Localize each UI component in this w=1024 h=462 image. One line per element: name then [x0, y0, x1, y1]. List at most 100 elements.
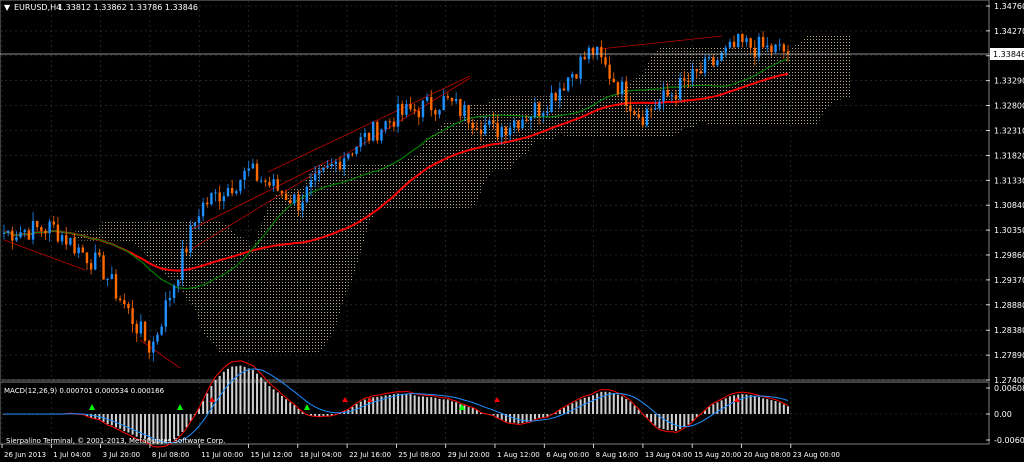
candle-body [533, 103, 537, 117]
candle-body [35, 220, 39, 228]
macd-histogram-bar [202, 400, 205, 414]
macd-histogram-bar [235, 366, 238, 414]
candle-body [81, 247, 85, 253]
candle-body [239, 179, 242, 192]
chart-menu-icon[interactable]: ▼ [4, 3, 11, 12]
time-label: 15 Aug 20:00 [694, 451, 741, 459]
candle-body [732, 41, 736, 48]
time-label: 20 Aug 08:00 [744, 451, 791, 459]
candle-body [214, 192, 217, 194]
candle-body [770, 45, 773, 53]
candle-body [459, 99, 462, 117]
price-level-label: 1.28380 [994, 326, 1024, 335]
macd-histogram-bar [492, 414, 495, 416]
candle-body [247, 168, 250, 171]
candle-body [77, 247, 80, 254]
candle-body [164, 300, 167, 327]
candle-body [181, 248, 184, 281]
candle-body [633, 111, 636, 115]
macd-histogram-bar [571, 403, 574, 414]
macd-histogram-bar [206, 393, 209, 414]
candle-body [127, 304, 130, 309]
candle-body [446, 96, 450, 98]
time-axis: 26 Jun 2013 1 Jul 04:00 3 Jul 20:00 8 Jul 0… [1, 444, 840, 459]
macd-histogram-bar [766, 399, 769, 414]
candle-body [654, 108, 657, 110]
candle-body [6, 230, 10, 233]
macd-histogram-bar [90, 414, 93, 418]
candle-body [40, 227, 43, 231]
macd-histogram-bar [704, 410, 707, 414]
candle-body [272, 179, 275, 186]
current-price-label: 1.33846 [993, 50, 1024, 59]
time-label: 8 Jul 08:00 [152, 451, 190, 459]
candle-body [637, 114, 640, 118]
time-label: 1 Jul 04:00 [53, 451, 91, 459]
chart-header: ▼ EURUSD,H4 1.33812 1.33862 1.33786 1.33… [4, 3, 198, 12]
candle-body [135, 323, 138, 334]
candle-body [683, 78, 686, 81]
macd-histogram-bar [633, 405, 636, 414]
macd-histogram-bar [604, 391, 607, 414]
candle-body [757, 36, 761, 57]
candle-body [309, 180, 313, 187]
macd-histogram-bar [285, 399, 288, 414]
candle-body [583, 56, 586, 60]
candle-body [23, 230, 26, 233]
candle-body [73, 238, 76, 254]
candle-body [172, 285, 176, 298]
time-label: 3 Jul 20:00 [103, 451, 141, 459]
macd-histogram-bar [256, 373, 259, 414]
macd-histogram-bar [679, 414, 682, 430]
macd-histogram-bar [753, 396, 756, 414]
macd-histogram-bar [720, 400, 723, 414]
macd-histogram-bar [529, 414, 532, 422]
macd-histogram-bar [455, 402, 458, 414]
macd-histogram-bar [757, 397, 760, 414]
candle-body [687, 80, 690, 82]
price-level-label: 1.29370 [994, 276, 1024, 285]
candle-body [670, 95, 674, 97]
candle-body [401, 103, 404, 115]
candle-body [720, 52, 723, 61]
macd-histogram-bar [554, 412, 557, 414]
macd-histogram-bar [189, 414, 192, 421]
macd-histogram-bar [683, 414, 686, 427]
macd-histogram-bar [247, 368, 250, 414]
macd-histogram-bar [691, 414, 694, 422]
time-label: 25 Jul 08:00 [398, 451, 440, 459]
candle-body [289, 200, 292, 204]
macd-histogram-bar [728, 396, 731, 414]
candle-body [471, 122, 474, 129]
candle-body [396, 103, 400, 127]
macd-histogram-bar [243, 366, 246, 414]
macd-histogram-bar [260, 377, 263, 414]
candle-body [52, 221, 55, 225]
candle-body [338, 161, 342, 170]
candle-body [724, 47, 727, 53]
price-level-label: 1.33290 [994, 77, 1024, 86]
candle-body [359, 137, 362, 147]
time-label: 26 Jun 2013 [4, 451, 46, 459]
candle-body [392, 121, 396, 127]
candle-body [463, 105, 466, 117]
macd-histogram-bar [301, 411, 304, 414]
candle-body [313, 173, 317, 181]
macd-histogram-bar [608, 392, 611, 414]
macd-histogram-bar [268, 386, 271, 414]
macd-histogram-bar [446, 399, 449, 414]
candle-body [276, 179, 279, 191]
macd-histogram-bar [737, 394, 740, 414]
copyright-text: Sierpalino Terminal, © 2001-2013, MetaQu… [6, 437, 225, 445]
macd-histogram-bar [322, 414, 325, 417]
candle-body [786, 51, 790, 54]
price-level-label: 1.29860 [994, 251, 1024, 260]
macd-histogram-bar [625, 399, 628, 414]
time-label: 15 Jul 12:00 [251, 451, 293, 459]
macd-histogram-bar [787, 406, 789, 414]
candle-body [243, 170, 246, 180]
macd-histogram-bar [712, 404, 715, 414]
candle-body [363, 132, 367, 138]
